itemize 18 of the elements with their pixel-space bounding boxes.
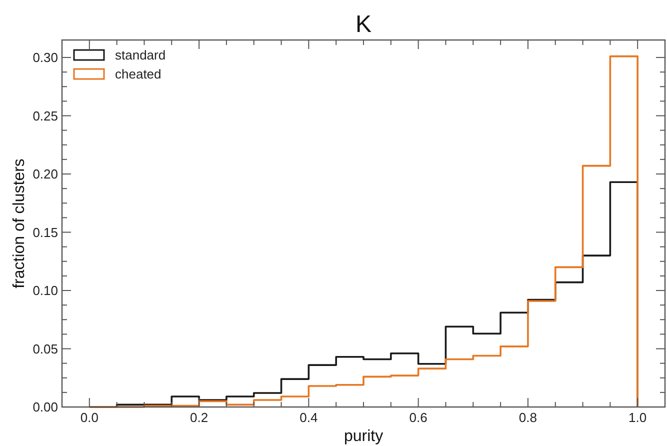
chart-title: K	[355, 11, 372, 38]
y-tick-label: 0.15	[32, 224, 58, 240]
x-tick-label: 0.0	[80, 410, 98, 425]
legend-label: cheated	[115, 66, 162, 82]
x-axis-title: purity	[344, 428, 384, 445]
y-tick-label: 0.05	[32, 341, 58, 356]
x-tick-label: 0.4	[300, 410, 318, 425]
x-tick-label: 0.8	[518, 410, 537, 425]
y-tick-label: 0.30	[32, 50, 58, 66]
x-tick-label: 1.0	[628, 410, 647, 425]
y-tick-label: 0.20	[32, 166, 58, 182]
y-tick-label: 0.25	[32, 108, 58, 124]
y-axis-title: fraction of clusters	[11, 158, 28, 288]
legend-label: standard	[115, 48, 166, 63]
y-tick-label: 0.00	[32, 400, 58, 415]
x-tick-label: 0.2	[190, 410, 208, 425]
y-tick-label: 0.10	[32, 283, 58, 298]
x-tick-label: 0.6	[409, 410, 428, 425]
